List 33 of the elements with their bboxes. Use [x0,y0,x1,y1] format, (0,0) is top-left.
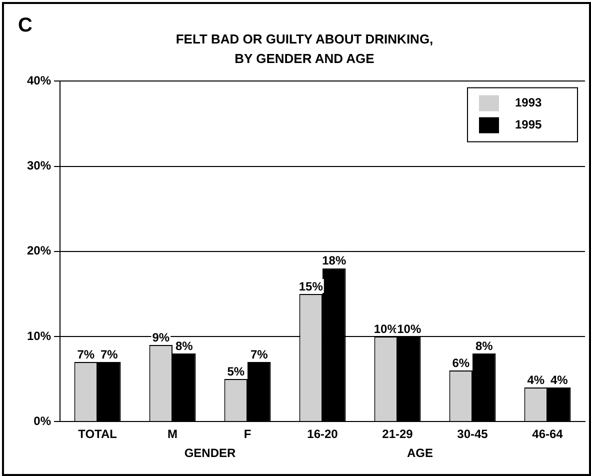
x-tick-label: 21-29 [382,427,414,442]
data-label: 15% [298,279,324,294]
data-label: 5% [227,364,245,378]
data-label: 8% [475,338,494,353]
x-tick-label: 16-20 [307,427,338,442]
data-label: 10% [374,322,398,336]
chart-title: FELT BAD OR GUILTY ABOUT DRINKING, [176,31,434,46]
text: AGE [407,446,434,460]
y-tick-label: 30% [26,158,52,173]
y-tick-label: 40% [26,74,52,88]
legend-label: 1993 [515,96,542,110]
data-label: 7% [250,347,268,362]
data-label: 10% [397,322,422,336]
y-tick-label: 20% [26,244,52,258]
data-label: 9% [152,330,170,344]
data-label: 4% [550,372,568,387]
text: C [18,14,32,37]
chart-subtitle: BY GENDER AND AGE [234,50,375,66]
data-label: 7% [100,347,118,362]
x-tick-label: F [244,427,252,442]
text: GENDER [184,446,236,460]
data-label: 6% [452,356,470,370]
data-label: 7% [77,347,95,362]
legend-label: 1995 [515,118,542,132]
x-tick-label: 30-45 [457,427,488,442]
data-label: 18% [322,254,346,268]
x-tick-label: 46-64 [532,427,564,442]
data-label: 4% [527,372,545,387]
x-tick-label: TOTAL [78,427,117,442]
y-tick-label: 10% [26,328,52,343]
y-tick-label: 0% [34,414,52,428]
data-label: 8% [175,338,194,353]
x-tick-label: M [168,427,178,442]
